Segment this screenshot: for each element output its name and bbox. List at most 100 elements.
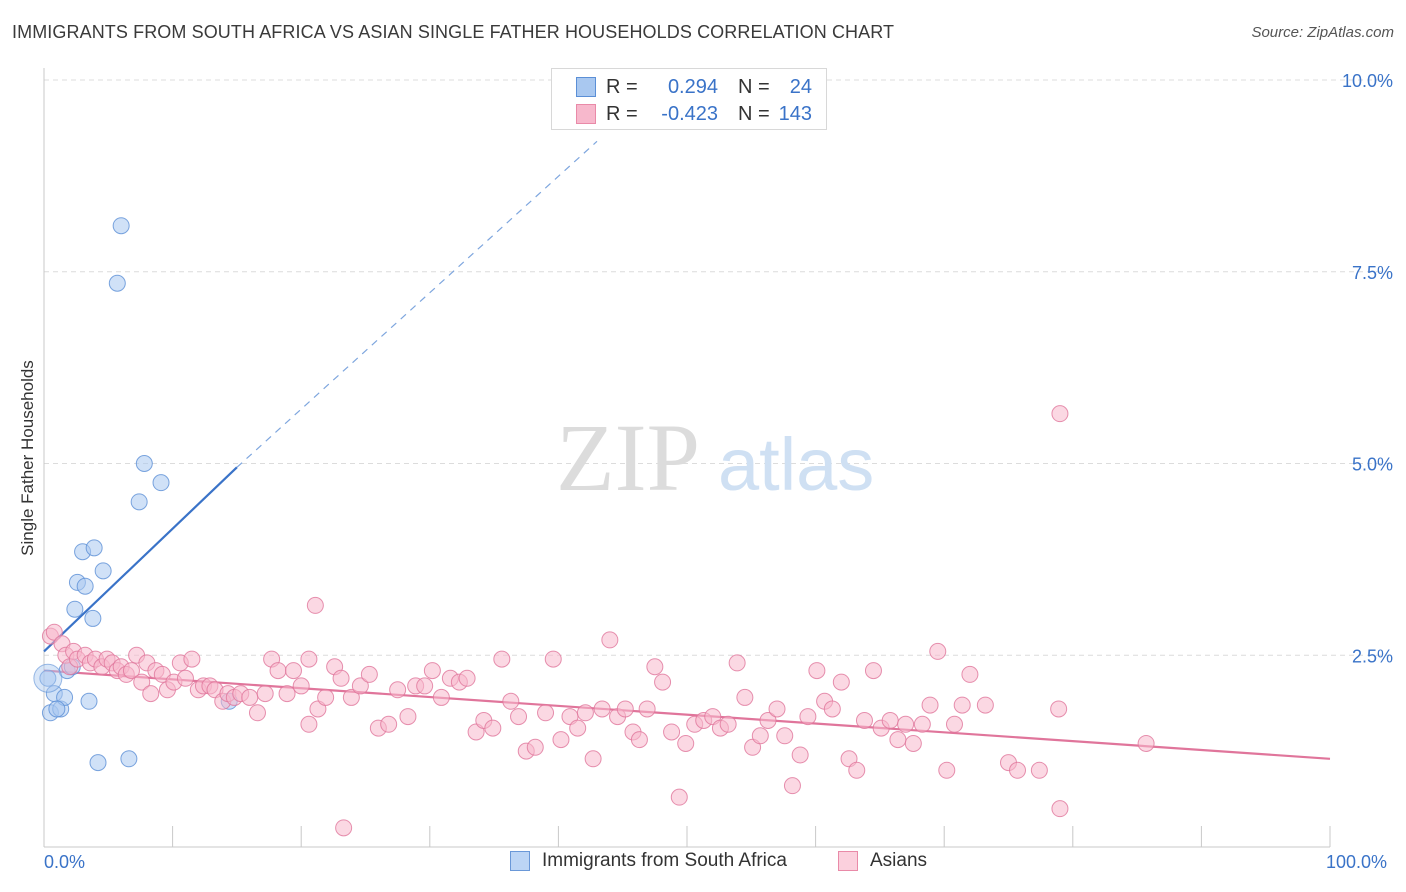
y-tick-label: 2.5% xyxy=(1352,646,1393,666)
legend-row-asians: R = -0.423 N = 143 xyxy=(576,102,812,126)
y-tick-label: 7.5% xyxy=(1352,263,1393,283)
point-south-africa xyxy=(33,663,63,693)
point-asians xyxy=(576,704,594,722)
point-asians xyxy=(526,738,544,756)
point-asians xyxy=(855,711,873,729)
point-south-africa xyxy=(89,754,107,772)
legend-swatch-pink xyxy=(576,104,596,124)
point-asians xyxy=(432,688,450,706)
point-south-africa xyxy=(130,493,148,511)
legend-r-value: 0.294 xyxy=(667,75,718,98)
x-tick-max: 100.0% xyxy=(1326,852,1388,872)
point-asians xyxy=(183,650,201,668)
correlation-legend: R = 0.294 N = 24 R = -0.423 N = 143 xyxy=(551,68,827,130)
point-south-africa xyxy=(152,474,170,492)
point-asians xyxy=(537,704,555,722)
point-asians xyxy=(269,662,287,680)
legend-n-label: N = xyxy=(738,75,770,98)
point-south-africa xyxy=(39,669,57,687)
point-asians xyxy=(122,662,140,680)
legend-row-south-africa: R = 0.294 N = 24 xyxy=(576,75,812,99)
trend-line-south-africa xyxy=(43,466,238,653)
point-asians xyxy=(584,750,602,768)
source-label: Source: ZipAtlas.com xyxy=(1251,24,1394,41)
point-asians xyxy=(953,696,971,714)
watermark-atlas: atlas xyxy=(718,423,874,506)
point-asians xyxy=(759,711,777,729)
point-asians xyxy=(1051,800,1069,818)
point-asians xyxy=(1051,405,1069,423)
point-asians xyxy=(768,700,786,718)
point-asians xyxy=(176,669,194,687)
point-asians xyxy=(864,662,882,680)
point-south-africa xyxy=(135,455,153,472)
point-asians xyxy=(630,731,648,749)
point-asians xyxy=(654,673,672,691)
point-asians xyxy=(416,677,434,695)
point-asians xyxy=(791,746,809,764)
point-asians xyxy=(399,708,417,726)
point-asians xyxy=(889,731,907,749)
point-asians xyxy=(663,723,681,741)
point-south-africa xyxy=(80,692,98,710)
point-asians xyxy=(646,658,664,676)
point-south-africa xyxy=(76,577,94,595)
point-asians xyxy=(248,704,266,722)
legend-swatch-pink xyxy=(838,851,858,871)
point-south-africa xyxy=(120,750,138,768)
point-asians xyxy=(751,727,769,745)
point-asians xyxy=(799,708,817,726)
point-asians xyxy=(832,673,850,691)
legend-n-value: 143 xyxy=(778,102,812,125)
point-asians xyxy=(502,692,520,710)
legend-label-asians: Asians xyxy=(870,850,928,871)
legend-r-label: R = xyxy=(606,75,638,98)
legend-n-label: N = xyxy=(738,102,770,125)
point-asians xyxy=(938,761,956,779)
point-south-africa xyxy=(66,600,84,618)
point-south-africa xyxy=(112,217,130,235)
point-asians xyxy=(380,715,398,733)
point-asians xyxy=(677,734,695,752)
point-south-africa xyxy=(94,562,112,580)
data-points xyxy=(33,217,1155,837)
trend-line-extension xyxy=(236,140,598,468)
point-asians xyxy=(544,650,562,668)
point-asians xyxy=(921,696,939,714)
chart-title: IMMIGRANTS FROM SOUTH AFRICA VS ASIAN SI… xyxy=(12,22,895,42)
point-asians xyxy=(719,715,737,733)
point-asians xyxy=(945,715,963,733)
trend-lines xyxy=(43,140,1331,760)
point-asians xyxy=(552,731,570,749)
point-asians xyxy=(335,819,353,837)
legend-item-asians: Asians xyxy=(838,850,927,872)
watermark-zip: ZIP xyxy=(556,404,700,511)
y-axis-label: Single Father Households xyxy=(18,360,37,556)
point-asians xyxy=(823,700,841,718)
point-asians xyxy=(241,688,259,706)
y-tick-label: 10.0% xyxy=(1342,71,1393,91)
point-asians xyxy=(736,688,754,706)
legend-n-value: 24 xyxy=(789,75,812,98)
legend-item-south-africa: Immigrants from South Africa xyxy=(510,850,787,872)
point-asians xyxy=(808,662,826,680)
point-asians xyxy=(1050,700,1068,718)
grid-lines xyxy=(44,79,1394,656)
point-south-africa xyxy=(85,539,103,557)
point-asians xyxy=(1009,761,1027,779)
point-asians xyxy=(929,642,947,660)
point-asians xyxy=(638,700,656,718)
point-asians xyxy=(913,715,931,733)
y-tick-labels: 2.5% 5.0% 7.5% 10.0% xyxy=(1342,71,1393,666)
point-asians xyxy=(278,685,296,703)
point-asians xyxy=(616,700,634,718)
y-tick-label: 5.0% xyxy=(1352,455,1393,475)
point-asians xyxy=(510,708,528,726)
point-asians xyxy=(1030,761,1048,779)
point-asians xyxy=(881,711,899,729)
point-south-africa xyxy=(108,274,126,292)
point-asians xyxy=(284,662,302,680)
point-asians xyxy=(332,669,350,687)
point-asians xyxy=(776,727,794,745)
